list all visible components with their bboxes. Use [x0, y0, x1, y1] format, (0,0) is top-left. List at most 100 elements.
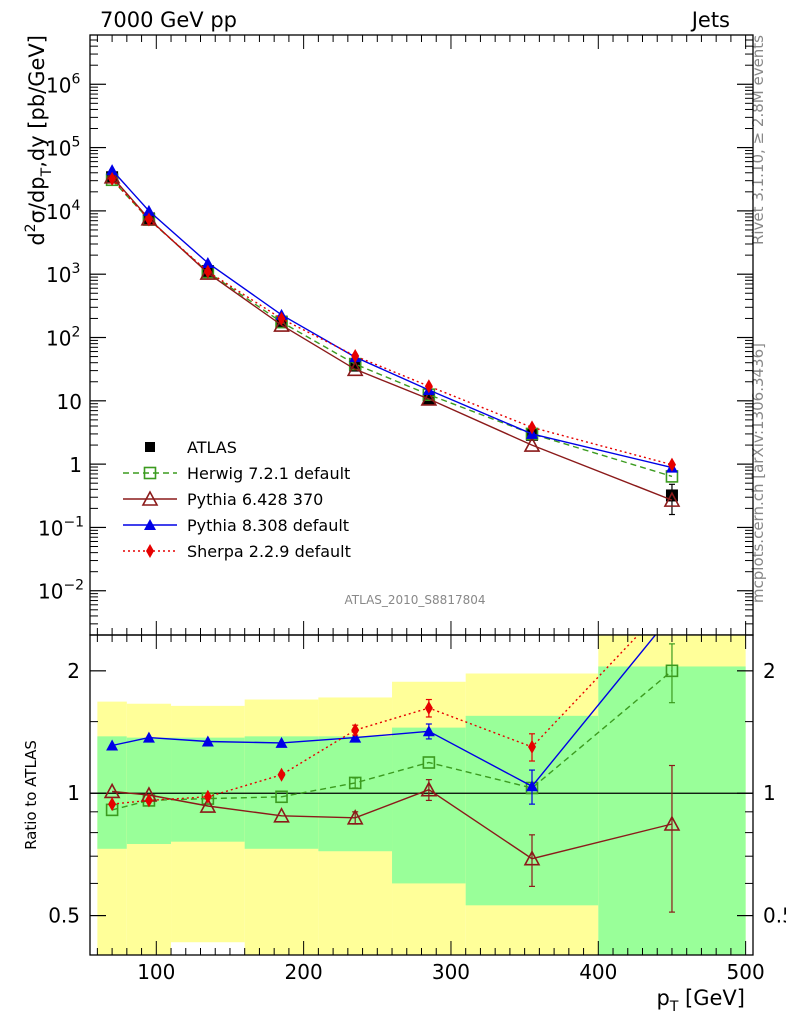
- stat-uncertainty-band: [392, 727, 466, 884]
- data-point: [668, 592, 676, 606]
- legend-item-pythia-6-428-370: Pythia 6.428 370: [123, 490, 323, 509]
- series-line-pythia-8-308-default: [111, 635, 657, 788]
- ratio-y-tick-label-right: 2: [763, 659, 776, 683]
- y-tick-label: 104: [46, 198, 80, 224]
- header-left-label: 7000 GeV pp: [100, 8, 237, 32]
- x-tick-label: 100: [137, 960, 175, 984]
- tick-base: 10: [46, 200, 71, 224]
- y-tick-label: 1: [69, 453, 82, 477]
- xlabel-unit: [GeV]: [678, 986, 745, 1010]
- tick-exponent: −2: [63, 578, 84, 594]
- data-point: [523, 436, 541, 452]
- data-point: [424, 701, 433, 716]
- data-point: [142, 204, 155, 216]
- ratio-y-tick-label-right: 1: [763, 781, 776, 805]
- legend-marker: [141, 490, 159, 506]
- data-point: [144, 212, 153, 227]
- y-tick-label: 106: [46, 71, 80, 97]
- series-line-pythia-8-308-default: [111, 169, 673, 469]
- x-tick-label: 400: [579, 960, 617, 984]
- tick-exponent: 4: [71, 198, 80, 214]
- ylabel-d: d: [25, 232, 49, 245]
- legend-label: Sherpa 2.2.9 default: [187, 542, 351, 561]
- analysis-watermark: ATLAS_2010_S8817804: [345, 593, 486, 607]
- legend-marker: [146, 544, 154, 558]
- data-point: [144, 793, 153, 808]
- data-point: [351, 349, 360, 364]
- data-point: [349, 731, 362, 743]
- x-tick-label: 300: [432, 960, 470, 984]
- data-point: [346, 809, 364, 825]
- y-tick-label: 105: [46, 135, 80, 161]
- data-point: [203, 789, 212, 804]
- tick-exponent: 3: [71, 261, 80, 277]
- y-tick-label: 10−1: [38, 514, 84, 540]
- data-point: [142, 731, 155, 743]
- series-line-herwig-7-2-1-default: [111, 670, 673, 811]
- ylabel-sup: 2: [23, 223, 39, 232]
- data-point: [108, 797, 117, 812]
- legend-label: ATLAS: [187, 438, 237, 457]
- ratio-axes: 0.5 0.5 1 1 2 2 100 200 300 400 500: [48, 635, 786, 984]
- tick-base: 10: [46, 137, 71, 161]
- data-point: [424, 379, 433, 394]
- header-right-label: Jets: [690, 8, 730, 32]
- x-axis-label: pT [GeV]: [656, 986, 745, 1015]
- data-point: [277, 767, 286, 782]
- data-point: [348, 776, 362, 790]
- xlabel-sub: T: [669, 999, 679, 1015]
- tick-base: 10: [46, 327, 71, 351]
- legend-item-sherpa-2-2-9-default: Sherpa 2.2.9 default: [123, 542, 351, 561]
- stat-uncertainty-band: [171, 737, 245, 842]
- tick-base: 10: [38, 580, 63, 604]
- data-point: [523, 850, 541, 866]
- y-tick-label: 10: [57, 390, 82, 414]
- ylabel-sub: T: [39, 167, 55, 177]
- legend-label: Pythia 8.308 default: [187, 516, 349, 535]
- series-pythia-6-428-370: [103, 168, 681, 507]
- series-line-herwig-7-2-1-default: [111, 179, 673, 478]
- series-pythia-8-308-default: [106, 635, 657, 805]
- tick-base: 10: [46, 73, 71, 97]
- data-point: [273, 807, 290, 823]
- legend-item-atlas: ATLAS: [145, 438, 237, 457]
- ylabel-sigma: σ/dp: [25, 176, 49, 223]
- data-point: [528, 739, 536, 754]
- ratio-series-layer: [103, 592, 681, 913]
- data-point: [420, 390, 438, 406]
- ratio-y-tick-label: 2: [67, 659, 80, 683]
- series-line-pythia-6-428-370: [111, 176, 673, 501]
- main-series-layer: [103, 164, 681, 516]
- x-tick-label: 200: [285, 960, 323, 984]
- tick-base: 10: [46, 263, 71, 287]
- data-point: [667, 457, 676, 472]
- data-point: [275, 736, 288, 748]
- data-point: [106, 164, 119, 176]
- legend-label: Herwig 7.2.1 default: [187, 464, 350, 483]
- data-point: [199, 264, 217, 280]
- legend-marker: [145, 442, 155, 452]
- tick-exponent: 2: [71, 325, 80, 341]
- data-point: [420, 781, 438, 797]
- ylabel-rest: ,dy [pb/GeV]: [25, 35, 49, 168]
- tick-exponent: 6: [71, 71, 80, 87]
- stat-uncertainty-band: [126, 737, 172, 845]
- legend-marker: [143, 466, 157, 480]
- data-point: [422, 725, 435, 737]
- xlabel-p: p: [656, 986, 669, 1010]
- data-point: [665, 664, 679, 678]
- stat-uncertainty-band: [244, 736, 319, 849]
- ratio-y-tick-label: 0.5: [48, 904, 80, 928]
- data-point: [201, 257, 214, 269]
- tick-exponent: −1: [63, 514, 84, 530]
- legend-marker: [144, 519, 156, 530]
- data-point: [201, 735, 214, 747]
- data-point: [663, 491, 681, 507]
- legend-item-herwig-7-2-1-default: Herwig 7.2.1 default: [123, 464, 350, 483]
- ratio-y-axis-label: Ratio to ATLAS: [22, 740, 40, 850]
- series-line-pythia-6-428-370: [112, 788, 673, 860]
- data-point: [663, 815, 681, 831]
